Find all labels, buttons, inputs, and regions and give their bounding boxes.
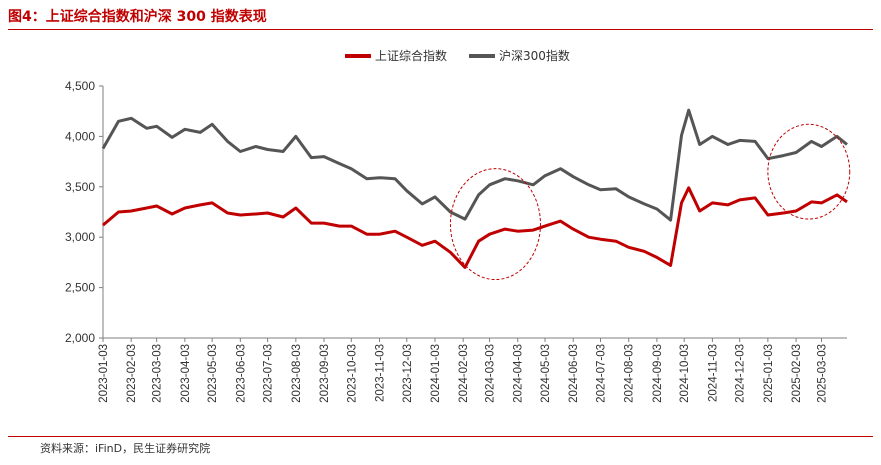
x-tick-label: 2023-11-03 (374, 344, 386, 402)
x-tick-label: 2024-09-03 (652, 344, 664, 403)
x-tick-label: 2024-07-03 (596, 344, 608, 403)
x-tick-label: 2024-04-03 (513, 344, 525, 403)
y-tick-label: 2,500 (65, 281, 95, 295)
y-tick-label: 4,000 (65, 129, 95, 143)
y-tick-label: 4,500 (65, 79, 95, 93)
x-tick-label: 2024-12-03 (735, 344, 747, 403)
x-tick-label: 2023-08-03 (291, 344, 303, 403)
x-tick-label: 2024-10-03 (679, 344, 691, 403)
y-tick-label: 3,500 (65, 180, 95, 194)
series-line-csi300 (101, 108, 848, 222)
highlight-ellipse-2 (767, 123, 851, 220)
bottom-rule (8, 436, 873, 437)
x-tick-label: 2023-06-03 (235, 344, 247, 403)
x-tick-label: 2024-03-03 (485, 344, 497, 403)
y-tick-label: 3,000 (65, 230, 95, 244)
highlight-ellipse-1 (449, 168, 541, 281)
title-rule (8, 29, 873, 30)
x-tick-label: 2024-02-03 (458, 344, 470, 403)
x-tick-label: 2023-03-03 (152, 344, 164, 403)
x-tick-label: 2024-08-03 (624, 344, 636, 403)
series-line-sse (102, 186, 848, 269)
x-tick-label: 2023-01-03 (98, 344, 110, 403)
x-tick-label: 2024-06-03 (568, 344, 580, 403)
figure-title: 图4：上证综合指数和沪深 300 指数表现 (8, 9, 267, 25)
x-tick-label: 2025-03-03 (817, 344, 829, 403)
x-tick-label: 2023-12-03 (402, 344, 414, 403)
x-tick-label: 2023-04-03 (180, 344, 192, 403)
x-tick-label: 2023-02-03 (126, 344, 138, 403)
source-note: 资料来源：iFinD，民生证券研究院 (40, 442, 211, 455)
x-tick-label: 2025-01-03 (763, 344, 775, 403)
x-tick-label: 2024-05-03 (540, 344, 552, 403)
x-tick-label: 2023-05-03 (207, 344, 219, 403)
x-tick-label: 2023-09-03 (319, 344, 331, 403)
y-tick-label: 2,000 (65, 331, 95, 345)
x-tick-label: 2025-02-03 (791, 344, 803, 403)
legend-label-csi300: 沪深300指数 (499, 48, 570, 63)
x-tick-label: 2023-07-03 (263, 344, 275, 403)
x-tick-label: 2024-11-03 (707, 344, 719, 402)
x-tick-label: 2023-10-03 (346, 344, 358, 403)
x-tick-label: 2024-01-03 (430, 344, 442, 403)
legend-label-sse: 上证综合指数 (375, 48, 447, 63)
